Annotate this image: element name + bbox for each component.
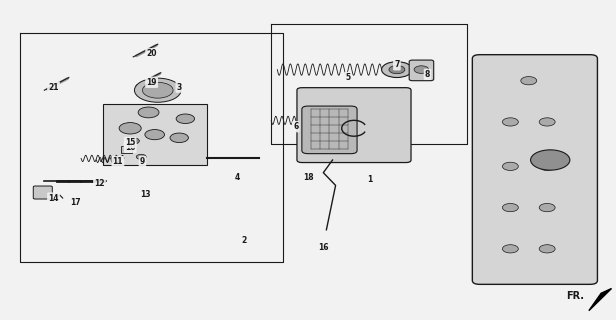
FancyBboxPatch shape xyxy=(302,106,357,154)
Circle shape xyxy=(414,66,429,73)
Circle shape xyxy=(176,114,195,124)
Circle shape xyxy=(134,78,181,102)
Text: 13: 13 xyxy=(140,190,151,199)
Text: 18: 18 xyxy=(302,173,314,182)
Circle shape xyxy=(127,138,139,144)
Circle shape xyxy=(145,130,164,140)
Text: 2: 2 xyxy=(241,236,246,245)
Text: 17: 17 xyxy=(70,198,80,207)
Text: 6: 6 xyxy=(293,122,298,131)
FancyBboxPatch shape xyxy=(472,55,598,284)
FancyBboxPatch shape xyxy=(409,60,434,81)
Text: 4: 4 xyxy=(235,173,240,182)
Circle shape xyxy=(389,66,405,74)
Text: 5: 5 xyxy=(346,73,351,82)
Circle shape xyxy=(503,162,518,171)
Circle shape xyxy=(138,107,159,118)
Text: 1: 1 xyxy=(367,174,372,184)
Circle shape xyxy=(170,133,188,142)
Circle shape xyxy=(539,245,555,253)
Circle shape xyxy=(521,76,537,85)
Text: 3: 3 xyxy=(177,83,182,92)
Text: 21: 21 xyxy=(48,83,59,92)
Circle shape xyxy=(539,118,555,126)
Text: 10: 10 xyxy=(125,143,136,152)
Circle shape xyxy=(136,154,146,159)
Circle shape xyxy=(503,118,518,126)
Text: 15: 15 xyxy=(125,138,136,147)
Circle shape xyxy=(503,204,518,212)
Text: 12: 12 xyxy=(94,179,105,188)
Circle shape xyxy=(142,82,173,98)
Circle shape xyxy=(530,150,570,170)
Polygon shape xyxy=(589,288,612,311)
Text: 9: 9 xyxy=(140,157,145,166)
Text: 16: 16 xyxy=(318,243,328,252)
FancyBboxPatch shape xyxy=(297,88,411,163)
Text: 19: 19 xyxy=(147,78,157,87)
Circle shape xyxy=(539,162,555,171)
FancyBboxPatch shape xyxy=(33,186,52,199)
Text: 14: 14 xyxy=(48,194,59,203)
Circle shape xyxy=(539,204,555,212)
FancyBboxPatch shape xyxy=(103,105,207,165)
Text: 20: 20 xyxy=(147,49,157,58)
Circle shape xyxy=(503,245,518,253)
Text: FR.: FR. xyxy=(565,292,584,301)
Circle shape xyxy=(119,123,141,134)
Text: 8: 8 xyxy=(425,70,430,79)
Circle shape xyxy=(381,62,412,77)
Bar xyxy=(121,146,132,153)
Text: 7: 7 xyxy=(394,60,400,69)
Text: 11: 11 xyxy=(113,157,123,166)
